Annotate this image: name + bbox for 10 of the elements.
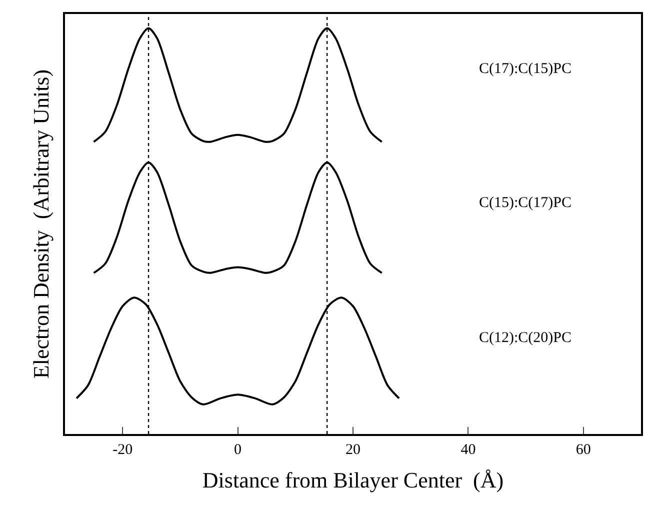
x-tick-label: 40: [460, 442, 476, 458]
text: C(15):C(17)PC: [479, 195, 572, 211]
text: C(17):C(15)PC: [479, 61, 572, 77]
y-axis-title: Electron Density (Arbitrary Units): [28, 69, 54, 379]
text: C(12):C(20)PC: [479, 330, 572, 346]
x-tick-label: 20: [346, 442, 360, 458]
x-tick-label: -20: [112, 442, 133, 458]
x-tick-label: 60: [576, 442, 591, 458]
x-tick-label: 0: [234, 442, 242, 458]
x-axis-title: Distance from Bilayer Center (Å): [202, 467, 504, 492]
